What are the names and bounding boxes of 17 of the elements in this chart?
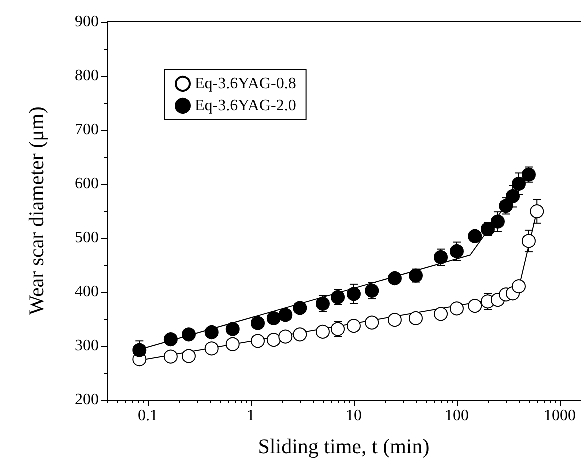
y-tick-label: 900 [75,14,99,30]
y-tick-label: 200 [75,392,99,408]
y-tick-label: 700 [75,122,99,138]
y-axis-title: Wear scar diameter (μm) [24,106,48,316]
x-tick-label: 10 [346,408,362,424]
legend-label: Eq-3.6YAG-0.8 [195,76,296,92]
x-tick-label: 100 [444,408,469,424]
x-tick-label: 1 [246,408,255,424]
legend-label: Eq-3.6YAG-2.0 [195,98,296,114]
y-tick-label: 300 [75,338,99,354]
x-tick-label: 1000 [544,408,576,424]
y-tick-label: 500 [75,230,99,246]
x-axis-title: Sliding time, t (min) [258,434,430,458]
x-tick-label: 0.1 [138,408,158,424]
y-tick-label: 400 [75,284,99,300]
y-tick-label: 800 [75,68,99,84]
y-tick-label: 600 [75,176,99,192]
